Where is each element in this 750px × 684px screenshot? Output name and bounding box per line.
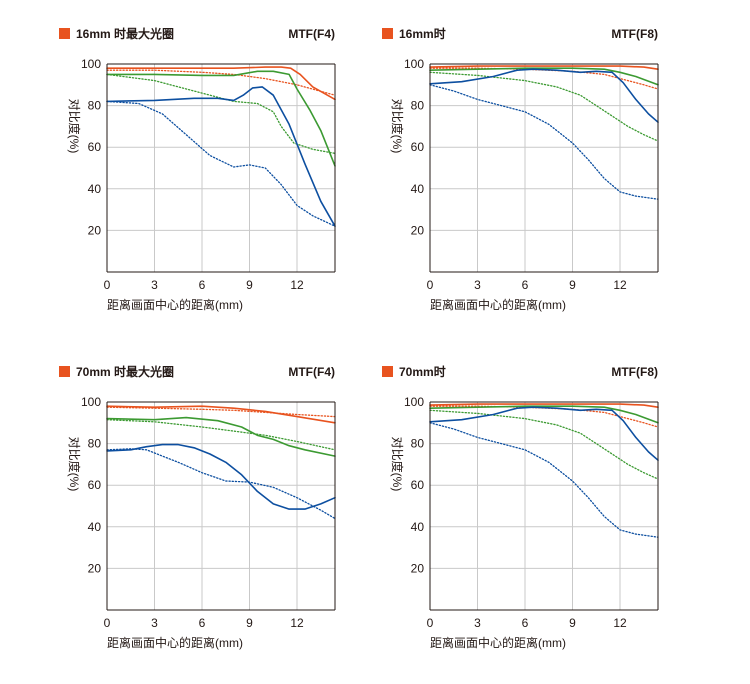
x-tick-label: 0 bbox=[104, 616, 111, 630]
y-tick-label: 100 bbox=[404, 395, 424, 409]
y-tick-label: 60 bbox=[411, 478, 425, 492]
x-tick-label: 0 bbox=[427, 616, 434, 630]
y-axis-label: 对比度(%) bbox=[390, 99, 405, 154]
x-tick-label: 6 bbox=[199, 278, 206, 292]
series-orange-solid bbox=[429, 65, 659, 70]
series-orange-dotted bbox=[429, 405, 659, 428]
y-tick-label: 40 bbox=[411, 520, 425, 534]
y-axis-label: 对比度(%) bbox=[67, 437, 82, 492]
series-orange-solid bbox=[106, 66, 336, 101]
y-tick-label: 80 bbox=[411, 99, 425, 113]
series-green-dotted bbox=[429, 409, 659, 480]
x-tick-label: 3 bbox=[474, 616, 481, 630]
series-orange-dotted bbox=[106, 69, 336, 96]
chart-title: 70mm 时最大光圈 bbox=[76, 364, 174, 379]
x-axis-label: 距离画面中心的距离(mm) bbox=[430, 297, 566, 312]
mtf-chart-4: 70mm时 MTF(F8) 0 3 6 9 12 20 40 60 80 100 距离画面中心的距离(m… bbox=[382, 364, 659, 650]
x-tick-label: 6 bbox=[522, 278, 529, 292]
x-tick-label: 3 bbox=[474, 278, 481, 292]
y-tick-label: 100 bbox=[404, 57, 424, 71]
x-axis-label: 距离画面中心的距离(mm) bbox=[107, 297, 243, 312]
mtf-label: MTF(F4) bbox=[288, 365, 335, 379]
y-tick-label: 60 bbox=[411, 140, 425, 154]
series-green-solid bbox=[429, 405, 659, 424]
series-blue-solid bbox=[429, 406, 659, 461]
y-tick-label: 20 bbox=[88, 223, 102, 237]
x-tick-label: 9 bbox=[569, 616, 576, 630]
mtf-chart-1: 16mm 时最大光圈 MTF(F4) 0 3 6 9 12 20 40 60 80 100 距离画面中心… bbox=[59, 26, 336, 312]
y-axis-label: 对比度(%) bbox=[67, 99, 82, 154]
series-blue-dotted bbox=[429, 422, 659, 538]
title-marker bbox=[59, 366, 70, 377]
mtf-label: MTF(F8) bbox=[611, 27, 658, 41]
y-tick-label: 20 bbox=[411, 561, 425, 575]
y-tick-label: 40 bbox=[88, 520, 102, 534]
chart-title: 70mm时 bbox=[399, 364, 446, 379]
title-marker bbox=[382, 366, 393, 377]
series-orange-solid bbox=[106, 405, 336, 424]
x-axis-label: 距离画面中心的距离(mm) bbox=[107, 635, 243, 650]
chart-title: 16mm时 bbox=[399, 26, 446, 41]
title-marker bbox=[59, 28, 70, 39]
x-axis-label: 距离画面中心的距离(mm) bbox=[430, 635, 566, 650]
series-green-dotted bbox=[106, 73, 336, 155]
y-tick-label: 60 bbox=[88, 478, 102, 492]
chart-title: 16mm 时最大光圈 bbox=[76, 26, 174, 41]
series-orange-dotted bbox=[429, 67, 659, 90]
x-tick-label: 3 bbox=[151, 278, 158, 292]
y-tick-label: 20 bbox=[411, 223, 425, 237]
y-tick-label: 80 bbox=[411, 437, 425, 451]
series-green-solid bbox=[429, 67, 659, 86]
series-green-dotted bbox=[106, 419, 336, 451]
x-tick-label: 12 bbox=[613, 616, 627, 630]
x-tick-label: 12 bbox=[613, 278, 627, 292]
x-tick-label: 9 bbox=[569, 278, 576, 292]
series-orange-solid bbox=[429, 403, 659, 408]
x-tick-label: 6 bbox=[522, 616, 529, 630]
title-marker bbox=[382, 28, 393, 39]
series-green-solid bbox=[106, 70, 336, 167]
mtf-label: MTF(F4) bbox=[288, 27, 335, 41]
series-blue-solid bbox=[429, 68, 659, 123]
y-tick-label: 20 bbox=[88, 561, 102, 575]
y-tick-label: 80 bbox=[88, 437, 102, 451]
series-blue-dotted bbox=[106, 448, 336, 520]
x-tick-label: 12 bbox=[290, 616, 304, 630]
y-axis-label: 对比度(%) bbox=[390, 437, 405, 492]
y-tick-label: 60 bbox=[88, 140, 102, 154]
y-tick-label: 40 bbox=[88, 182, 102, 196]
mtf-chart-3: 70mm 时最大光圈 MTF(F4) 0 3 6 9 12 20 40 60 80 100 距离画面中心… bbox=[59, 364, 336, 650]
series-blue-solid bbox=[106, 86, 336, 227]
x-tick-label: 12 bbox=[290, 278, 304, 292]
x-tick-label: 9 bbox=[246, 278, 253, 292]
series-blue-solid bbox=[106, 443, 336, 510]
y-tick-label: 100 bbox=[81, 395, 101, 409]
series-green-dotted bbox=[429, 71, 659, 142]
series-blue-dotted bbox=[429, 84, 659, 200]
y-tick-label: 40 bbox=[411, 182, 425, 196]
x-tick-label: 0 bbox=[427, 278, 434, 292]
mtf-label: MTF(F8) bbox=[611, 365, 658, 379]
x-tick-label: 0 bbox=[104, 278, 111, 292]
x-tick-label: 3 bbox=[151, 616, 158, 630]
mtf-chart-2: 16mm时 MTF(F8) 0 3 6 9 12 20 40 60 80 100 距离画面中心的距离(m… bbox=[382, 26, 659, 312]
x-tick-label: 6 bbox=[199, 616, 206, 630]
y-tick-label: 80 bbox=[88, 99, 102, 113]
series-orange-dotted bbox=[106, 406, 336, 418]
series-green-solid bbox=[106, 416, 336, 457]
series-blue-dotted bbox=[106, 100, 336, 227]
x-tick-label: 9 bbox=[246, 616, 253, 630]
y-tick-label: 100 bbox=[81, 57, 101, 71]
